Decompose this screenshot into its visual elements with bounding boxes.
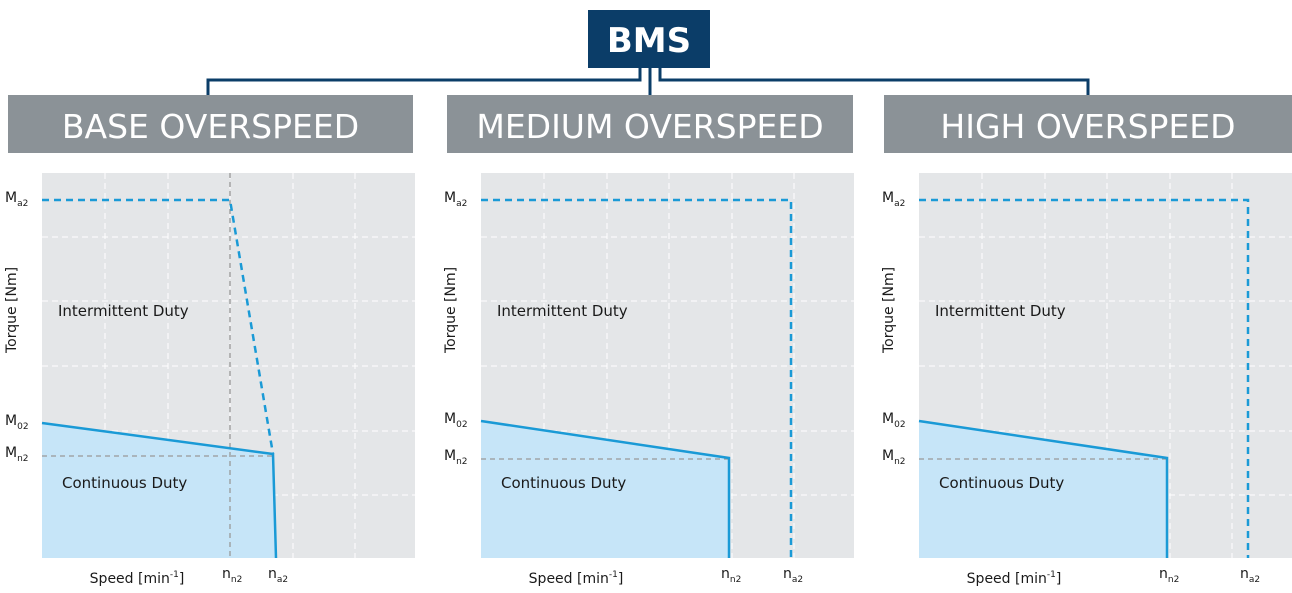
y-label-sub: n2: [456, 457, 467, 467]
region-label: Continuous Duty: [939, 474, 1064, 492]
y-label: Mn2: [5, 445, 29, 464]
intermittent-curve: [42, 198, 275, 455]
panel-title: BASE OVERSPEED: [62, 107, 359, 146]
x-label-sub: n2: [231, 575, 242, 585]
continuous-region: [919, 421, 1167, 558]
region-label: Intermittent Duty: [497, 302, 628, 320]
panel-header: [884, 95, 1292, 153]
x-label: nn2: [222, 566, 242, 585]
y-label: Ma2: [5, 190, 28, 209]
y-label-sub: 02: [456, 420, 467, 430]
y-label: Mn2: [882, 448, 906, 467]
y-label-main: M: [444, 411, 456, 427]
x-label-sub: n2: [1168, 575, 1179, 585]
continuous-region: [481, 421, 729, 558]
x-axis-main: Speed [min: [529, 571, 609, 587]
x-axis-title: Speed [min-1]: [529, 570, 624, 587]
panel-header: [8, 95, 413, 153]
y-label: Ma2: [882, 190, 905, 209]
x-axis-main: Speed [min: [90, 571, 170, 587]
x-label: na2: [268, 566, 288, 585]
x-label-sub: a2: [1249, 575, 1260, 585]
y-label-sub: 02: [17, 422, 28, 432]
y-label-sub: n2: [894, 457, 905, 467]
x-label-sub: a2: [792, 575, 803, 585]
x-axis-title: Speed [min-1]: [967, 570, 1062, 587]
x-label-main: n: [721, 566, 730, 582]
y-label: M02: [882, 411, 906, 430]
region-label: Continuous Duty: [62, 474, 187, 492]
x-axis-sup: -1: [1047, 570, 1056, 580]
y-label-sub: a2: [456, 199, 467, 209]
y-label-main: M: [5, 190, 17, 206]
y-axis-title: Torque [Nm]: [443, 267, 459, 354]
y-label-main: M: [444, 448, 456, 464]
x-label-sub: n2: [730, 575, 741, 585]
region-label: Continuous Duty: [501, 474, 626, 492]
y-label: Mn2: [444, 448, 468, 467]
x-axis-title: Speed [min-1]: [90, 570, 185, 587]
x-label-main: n: [783, 566, 792, 582]
x-label-main: n: [1240, 566, 1249, 582]
x-label-sub: a2: [277, 575, 288, 585]
y-axis-title: Torque [Nm]: [4, 267, 20, 354]
x-label: nn2: [721, 566, 741, 585]
panel-title: MEDIUM OVERSPEED: [476, 107, 823, 146]
bms-title: BMS: [607, 21, 691, 61]
x-label: na2: [783, 566, 803, 585]
x-label: nn2: [1159, 566, 1179, 585]
y-label-main: M: [882, 411, 894, 427]
continuous-region: [42, 423, 276, 558]
y-label-main: M: [882, 448, 894, 464]
x-label: na2: [1240, 566, 1260, 585]
x-axis-main: Speed [min: [967, 571, 1047, 587]
y-label: M02: [444, 411, 468, 430]
region-label: Intermittent Duty: [58, 302, 189, 320]
y-label-sub: a2: [894, 199, 905, 209]
y-label-sub: 02: [894, 420, 905, 430]
x-label-main: n: [268, 566, 277, 582]
x-axis-end: ]: [1056, 571, 1061, 587]
y-axis-title: Torque [Nm]: [881, 267, 897, 354]
connectors: [206, 68, 1090, 95]
x-axis-sup: -1: [170, 570, 179, 580]
x-axis-sup: -1: [609, 570, 618, 580]
y-label-main: M: [882, 190, 894, 206]
bms-box: [588, 10, 710, 68]
y-label-main: M: [5, 445, 17, 461]
y-label: M02: [5, 413, 29, 432]
y-label-sub: a2: [17, 199, 28, 209]
y-label-main: M: [444, 190, 456, 206]
x-label-main: n: [222, 566, 231, 582]
region-label: Intermittent Duty: [935, 302, 1066, 320]
intermittent-curve: [919, 198, 1250, 558]
panel-title: HIGH OVERSPEED: [940, 107, 1235, 146]
continuous-curve: [918, 419, 1169, 558]
panel-header: [447, 95, 853, 153]
x-axis-end: ]: [618, 571, 623, 587]
continuous-curve: [480, 419, 731, 558]
y-label: Ma2: [444, 190, 467, 209]
x-axis-end: ]: [179, 571, 184, 587]
y-label-main: M: [5, 413, 17, 429]
y-label-sub: n2: [17, 454, 28, 464]
x-label-main: n: [1159, 566, 1168, 582]
